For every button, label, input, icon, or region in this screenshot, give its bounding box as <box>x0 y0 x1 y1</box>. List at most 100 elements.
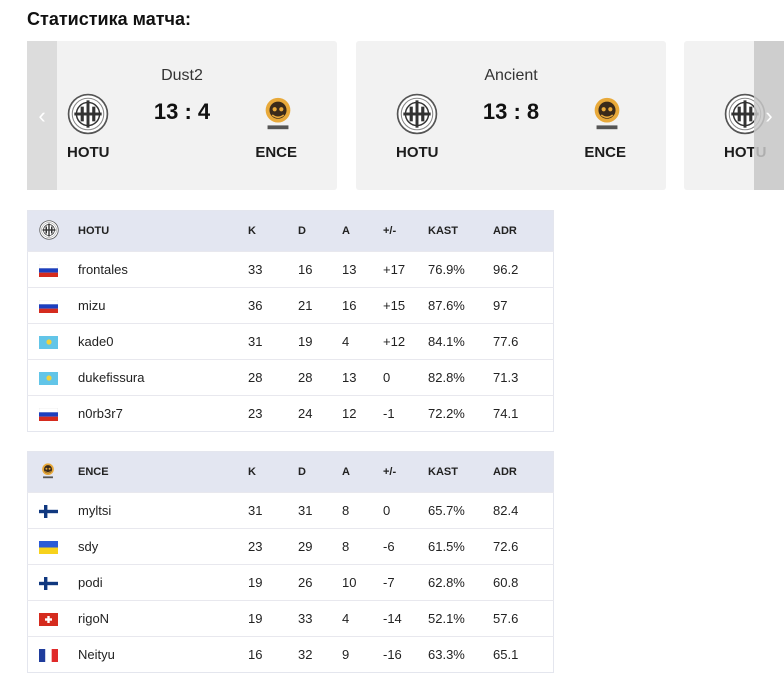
kast-value: 87.6% <box>428 287 493 324</box>
map-card[interactable]: Ancient 13 : 8 HOTU ENCE <box>356 41 666 190</box>
kast-value: 82.8% <box>428 359 493 396</box>
kills-value: 23 <box>248 395 298 432</box>
player-name[interactable]: mizu <box>78 287 248 324</box>
player-name[interactable]: podi <box>78 564 248 601</box>
adr-value: 97 <box>493 287 554 324</box>
col-plus-minus: +/- <box>383 451 428 493</box>
ru-flag-icon <box>39 262 58 278</box>
player-name[interactable]: myltsi <box>78 492 248 529</box>
assists-value: 16 <box>342 287 383 324</box>
table-row: n0rb3r7 23 24 12 -1 72.2% 74.1 <box>27 395 554 432</box>
col-kast: KAST <box>428 210 493 252</box>
ence-logo-icon <box>588 93 626 135</box>
hotu-logo-icon <box>396 93 438 135</box>
table-row: podi 19 26 10 -7 62.8% 60.8 <box>27 564 554 601</box>
plus-minus-value: -1 <box>383 395 428 432</box>
col-deaths: D <box>298 210 342 252</box>
table-row: kade0 31 19 4 +12 84.1% 77.6 <box>27 323 554 360</box>
kast-value: 84.1% <box>428 323 493 360</box>
plus-minus-value: +12 <box>383 323 428 360</box>
assists-value: 8 <box>342 528 383 565</box>
table-header-row: ENCE K D A +/- KAST ADR <box>27 451 554 493</box>
carousel-next-button[interactable]: › <box>754 41 784 190</box>
assists-value: 10 <box>342 564 383 601</box>
page-title: Статистика матча: <box>27 9 191 29</box>
kast-value: 52.1% <box>428 600 493 637</box>
kast-value: 72.2% <box>428 395 493 432</box>
adr-value: 77.6 <box>493 323 554 360</box>
assists-value: 8 <box>342 492 383 529</box>
col-adr: ADR <box>493 210 554 252</box>
col-deaths: D <box>298 451 342 493</box>
hotu-logo-icon <box>39 220 59 240</box>
table-row: frontales 33 16 13 +17 76.9% 96.2 <box>27 251 554 288</box>
kills-value: 28 <box>248 359 298 396</box>
assists-value: 13 <box>342 251 383 288</box>
map-card[interactable]: Dust2 13 : 4 HOTU ENCE <box>27 41 337 190</box>
fi-flag-icon <box>39 575 58 591</box>
assists-value: 4 <box>342 600 383 637</box>
col-plus-minus: +/- <box>383 210 428 252</box>
adr-value: 82.4 <box>493 492 554 529</box>
team2-name: ENCE <box>584 144 626 161</box>
map-score: 13 : 8 <box>482 99 540 124</box>
team1-name: HOTU <box>67 144 110 161</box>
carousel-prev-button[interactable]: ‹ <box>27 41 57 190</box>
map-score: 13 : 4 <box>153 99 211 124</box>
table-row: dukefissura 28 28 13 0 82.8% 71.3 <box>27 359 554 396</box>
plus-minus-value: -7 <box>383 564 428 601</box>
kast-value: 61.5% <box>428 528 493 565</box>
deaths-value: 32 <box>298 636 342 673</box>
table-row: myltsi 31 31 8 0 65.7% 82.4 <box>27 492 554 529</box>
plus-minus-value: 0 <box>383 492 428 529</box>
col-assists: A <box>342 451 383 493</box>
player-name[interactable]: Neityu <box>78 636 248 673</box>
kast-value: 63.3% <box>428 636 493 673</box>
deaths-value: 31 <box>298 492 342 529</box>
player-name[interactable]: sdy <box>78 528 248 565</box>
deaths-value: 28 <box>298 359 342 396</box>
table-row: sdy 23 29 8 -6 61.5% 72.6 <box>27 528 554 565</box>
col-kills: K <box>248 210 298 252</box>
team-name-header: HOTU <box>78 210 248 252</box>
table-header-row: HOTU K D A +/- KAST ADR <box>27 210 554 252</box>
kills-value: 19 <box>248 600 298 637</box>
fi-flag-icon <box>39 503 58 519</box>
kills-value: 19 <box>248 564 298 601</box>
player-name[interactable]: dukefissura <box>78 359 248 396</box>
col-assists: A <box>342 210 383 252</box>
kills-value: 16 <box>248 636 298 673</box>
plus-minus-value: -16 <box>383 636 428 673</box>
chevron-right-icon: › <box>765 102 773 128</box>
assists-value: 13 <box>342 359 383 396</box>
ru-flag-icon <box>39 406 58 422</box>
kast-value: 76.9% <box>428 251 493 288</box>
plus-minus-value: 0 <box>383 359 428 396</box>
team-name-header: ENCE <box>78 451 248 493</box>
ru-flag-icon <box>39 298 58 314</box>
hotu-logo-icon <box>67 93 109 135</box>
team-stats-table: ENCE K D A +/- KAST ADR myltsi 31 31 8 0 65.7… <box>27 451 554 673</box>
col-adr: ADR <box>493 451 554 493</box>
kills-value: 36 <box>248 287 298 324</box>
deaths-value: 33 <box>298 600 342 637</box>
ch-flag-icon <box>39 611 58 627</box>
kast-value: 62.8% <box>428 564 493 601</box>
table-row: rigoN 19 33 4 -14 52.1% 57.6 <box>27 600 554 637</box>
player-name[interactable]: kade0 <box>78 323 248 360</box>
adr-value: 65.1 <box>493 636 554 673</box>
player-name[interactable]: frontales <box>78 251 248 288</box>
deaths-value: 24 <box>298 395 342 432</box>
adr-value: 96.2 <box>493 251 554 288</box>
kills-value: 23 <box>248 528 298 565</box>
kz-flag-icon <box>39 370 58 386</box>
adr-value: 57.6 <box>493 600 554 637</box>
plus-minus-value: -14 <box>383 600 428 637</box>
player-name[interactable]: n0rb3r7 <box>78 395 248 432</box>
kills-value: 31 <box>248 323 298 360</box>
deaths-value: 26 <box>298 564 342 601</box>
adr-value: 72.6 <box>493 528 554 565</box>
player-name[interactable]: rigoN <box>78 600 248 637</box>
team2-name: ENCE <box>255 144 297 161</box>
team1-name: HOTU <box>396 144 439 161</box>
